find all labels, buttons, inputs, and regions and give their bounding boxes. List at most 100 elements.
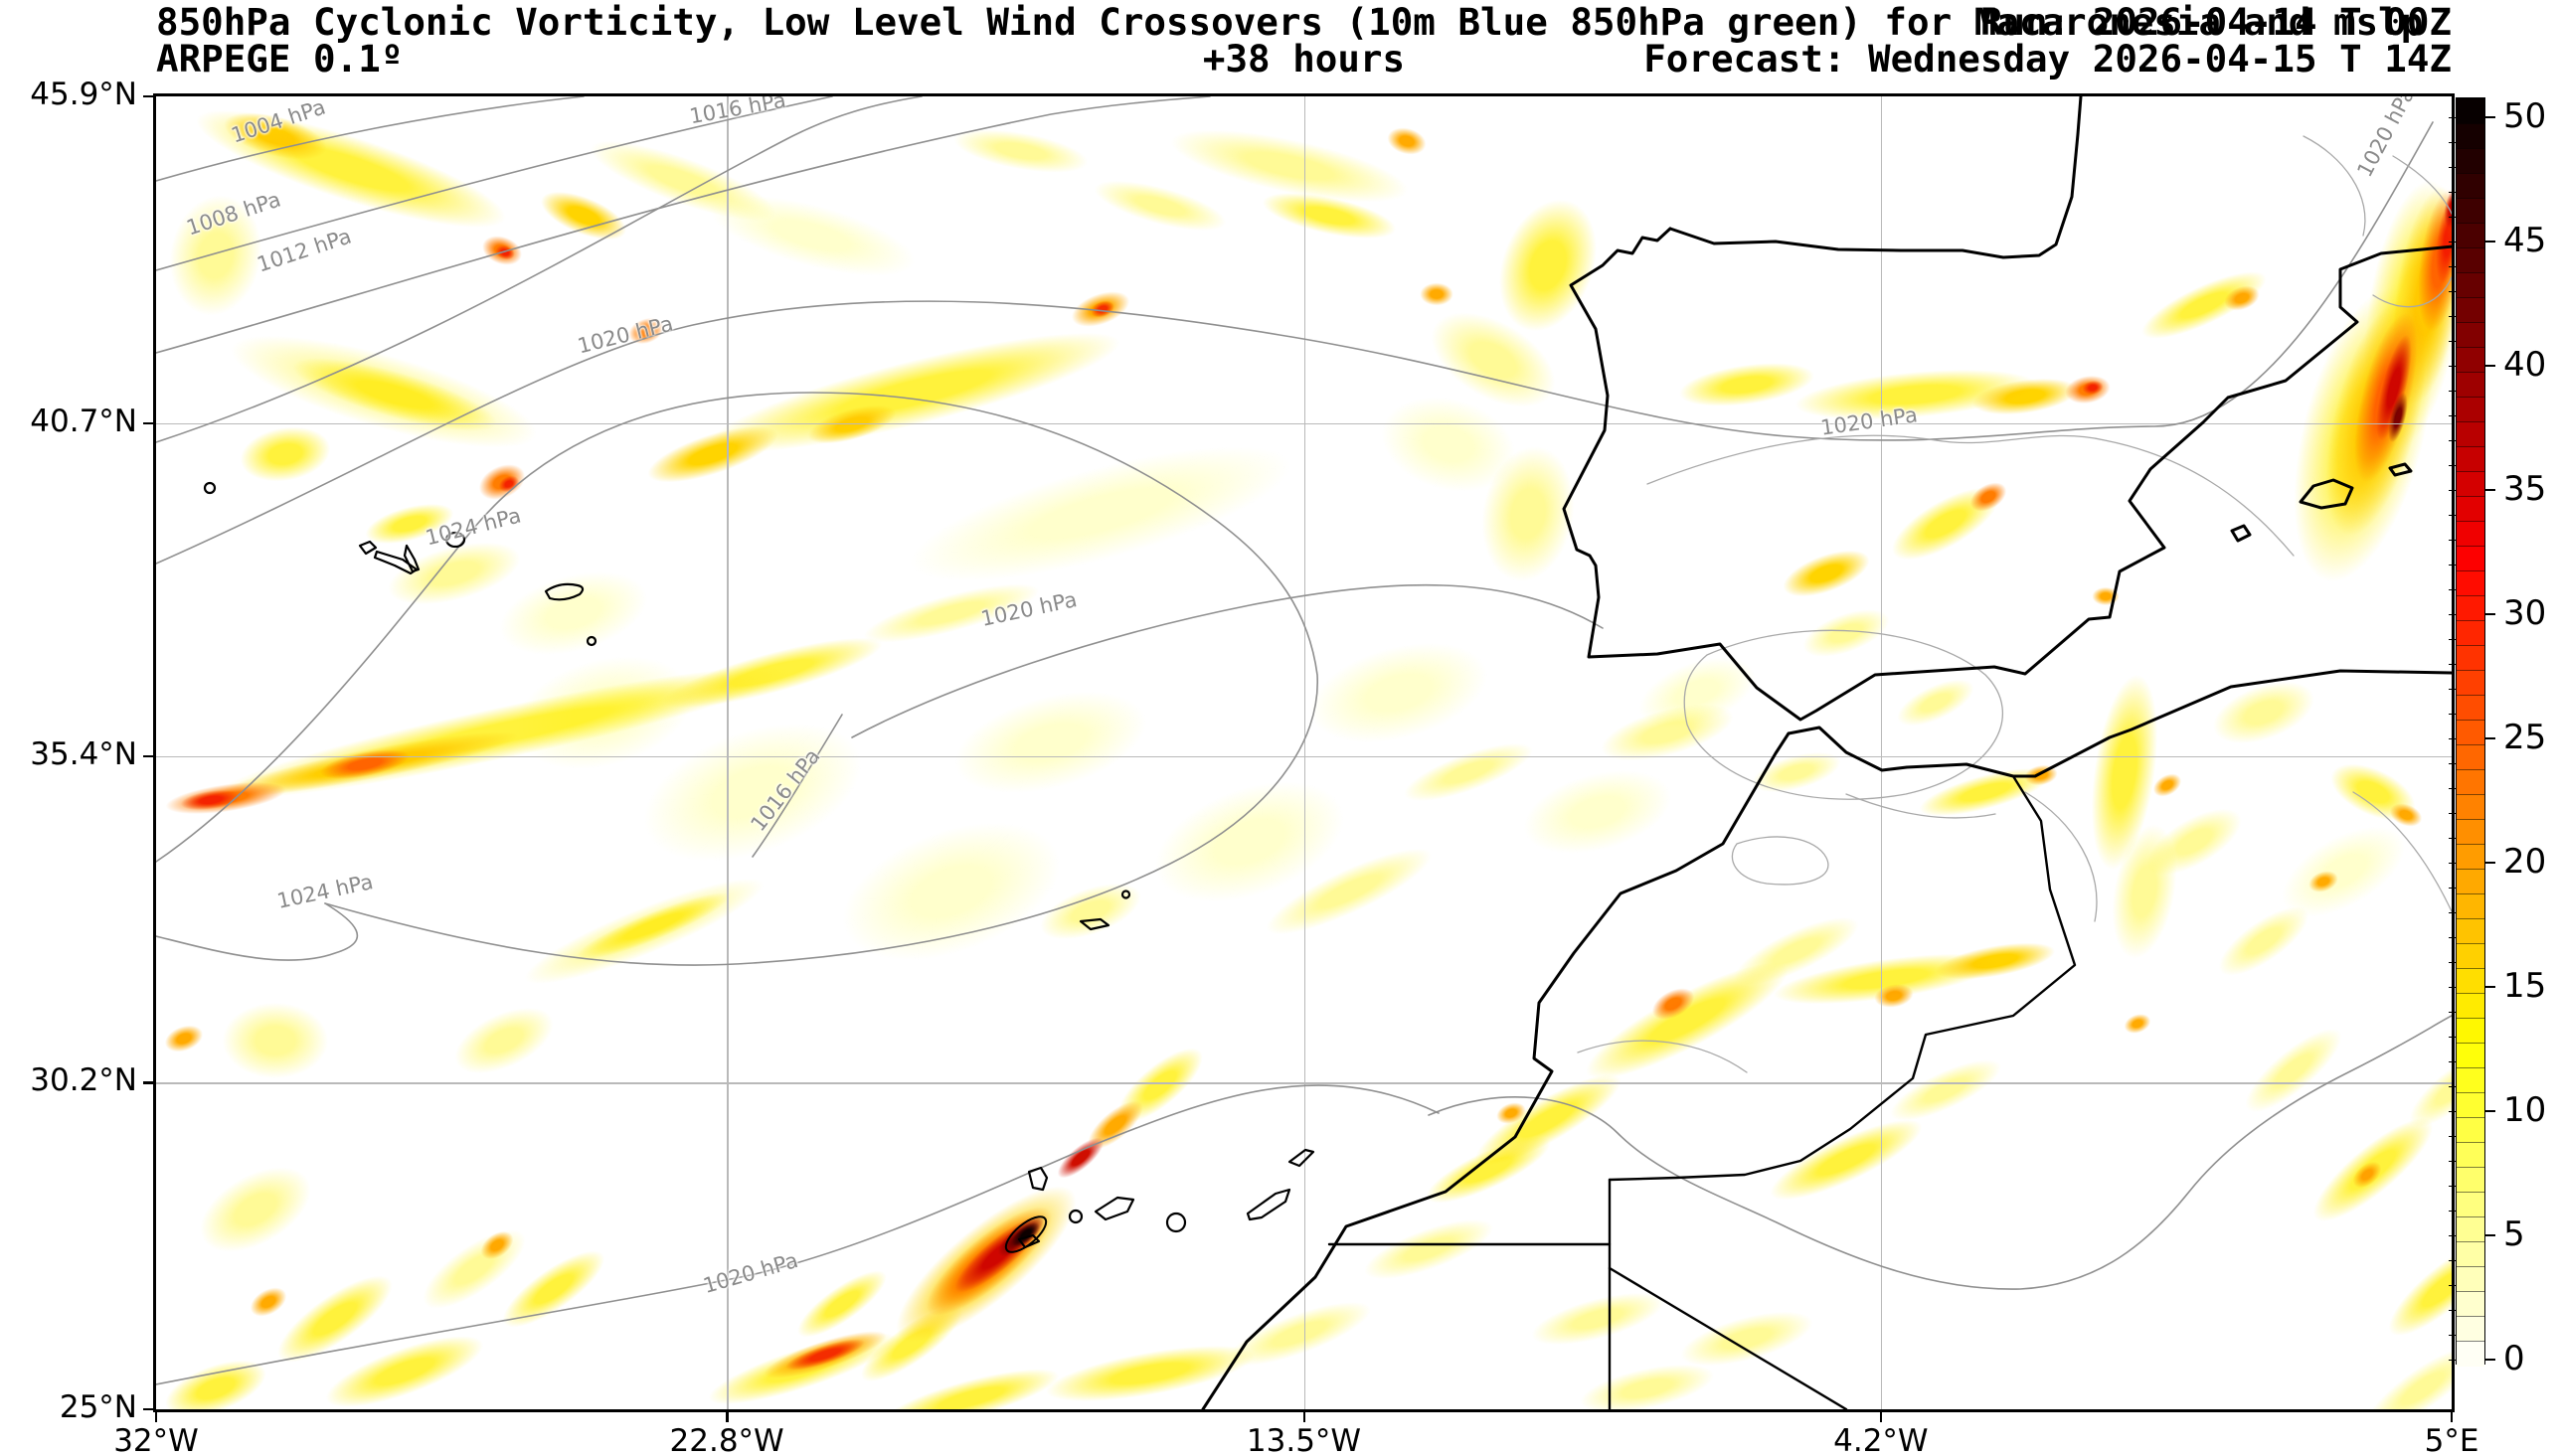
colorbar-unit-tick	[2449, 936, 2456, 938]
colorbar-tick	[2485, 1234, 2495, 1236]
colorbar-unit-tick	[2449, 464, 2456, 466]
island-outline	[203, 481, 217, 495]
colorbar-unit-tick	[2449, 141, 2456, 143]
colorbar-unit-tick	[2449, 787, 2456, 789]
island-outline	[1287, 1148, 1315, 1168]
colorbar-segment	[2457, 123, 2484, 149]
isobar-contour	[156, 392, 1318, 966]
x-tick-label: 5°E	[2424, 1423, 2479, 1456]
colorbar-unit-tick	[2449, 439, 2456, 441]
colorbar-unit-tick	[2449, 191, 2456, 193]
colorbar-unit-tick	[2449, 1110, 2456, 1112]
colorbar-tick-label: 25	[2503, 718, 2547, 757]
colorbar-segment	[2457, 98, 2484, 124]
colorbar-segment	[2457, 769, 2484, 795]
colorbar-segment	[2457, 421, 2484, 447]
colorbar-unit-tick	[2449, 713, 2456, 715]
isobar-contour	[156, 96, 833, 271]
colorbar-unit-tick	[2449, 1359, 2456, 1361]
colorbar-segment	[2457, 1241, 2484, 1267]
colorbar-segment	[2457, 173, 2484, 199]
coastline	[1562, 227, 2452, 722]
colorbar-unit-tick	[2449, 1259, 2456, 1261]
colorbar-unit-tick	[2449, 887, 2456, 889]
colorbar-unit-tick	[2449, 613, 2456, 615]
coastline	[1201, 731, 1791, 1409]
country-border	[1608, 774, 2077, 1182]
colorbar-segment	[2457, 1043, 2484, 1068]
colorbar-tick	[2485, 1359, 2495, 1361]
colorbar-tick-label: 35	[2503, 469, 2547, 509]
colorbar-tick-label: 45	[2503, 221, 2547, 260]
gridline-vertical	[1880, 96, 1883, 1409]
colorbar-unit-tick	[2449, 762, 2456, 764]
colorbar-segment	[2457, 695, 2484, 721]
colorbar-segment	[2457, 819, 2484, 845]
colorbar-segment	[2457, 918, 2484, 944]
colorbar-segment	[2457, 1092, 2484, 1118]
colorbar-unit-tick	[2449, 663, 2456, 665]
colorbar-segment	[2457, 869, 2484, 894]
x-tick-label: 13.5°W	[1246, 1423, 1362, 1456]
colorbar-segment	[2457, 148, 2484, 174]
colorbar-segment	[2457, 397, 2484, 422]
coastline	[2388, 462, 2413, 477]
colorbar-unit-tick	[2449, 862, 2456, 864]
colorbar-segment	[2457, 297, 2484, 323]
colorbar-unit-tick	[2449, 961, 2456, 963]
colorbar-segment	[2457, 521, 2484, 547]
colorbar-segment	[2457, 372, 2484, 398]
colorbar-unit-tick	[2449, 1160, 2456, 1162]
colorbar-unit-tick	[2449, 241, 2456, 243]
colorbar-unit-tick	[2449, 911, 2456, 913]
colorbar-tick	[2485, 986, 2495, 988]
gridline-horizontal	[156, 422, 2452, 425]
isobar-contour	[156, 902, 359, 961]
colorbar-unit-tick	[2449, 1085, 2456, 1087]
colorbar-segment	[2457, 570, 2484, 596]
inland-contour	[1731, 836, 1829, 886]
colorbar-segment	[2457, 943, 2484, 969]
colorbar-segment	[2457, 1192, 2484, 1217]
extreme-vorticity-contour	[1004, 1215, 1048, 1253]
colorbar-unit-tick	[2449, 116, 2456, 118]
x-axis-tick	[726, 1409, 729, 1422]
colorbar-unit-tick	[2449, 737, 2456, 739]
map-plot-area: 1004 hPa 1008 hPa 1012 hPa 1016 hPa 1020 hPa…	[156, 96, 2452, 1409]
isobar-contour	[1428, 1015, 2452, 1290]
colorbar-tick	[2485, 116, 2495, 118]
isobar-contour	[156, 121, 2434, 565]
country-border	[1608, 1266, 1848, 1409]
colorbar-segment	[2457, 1117, 2484, 1143]
colorbar-tick-label: 5	[2503, 1214, 2525, 1254]
y-tick-label: 25°N	[59, 1389, 137, 1425]
colorbar-unit-tick	[2449, 340, 2456, 342]
colorbar-segment	[2457, 1167, 2484, 1193]
run-timestamp: Run: 2026-04-14 T 00Z	[1979, 0, 2452, 44]
colorbar-segment	[2457, 446, 2484, 472]
colorbar-segment	[2457, 471, 2484, 497]
colorbar-unit-tick	[2449, 166, 2456, 168]
model-name: ARPEGE 0.1º	[156, 37, 404, 81]
page-title: 850hPa Cyclonic Vorticity, Low Level Win…	[156, 0, 2424, 44]
island-outline	[1079, 917, 1110, 931]
island-outline	[1120, 890, 1131, 899]
lead-time: +38 hours	[1202, 37, 1406, 81]
y-tick-label: 40.7°N	[30, 403, 137, 439]
colorbar-unit-tick	[2449, 837, 2456, 839]
colorbar-unit-tick	[2449, 1185, 2456, 1187]
colorbar-unit-tick	[2449, 265, 2456, 267]
colorbar-unit-tick	[2449, 564, 2456, 566]
colorbar-segment	[2457, 1142, 2484, 1168]
colorbar-unit-tick	[2449, 390, 2456, 392]
island-outline	[444, 531, 466, 549]
colorbar-segment	[2457, 1316, 2484, 1342]
coastline	[1668, 96, 2083, 259]
map-vector-layer	[156, 96, 2452, 1409]
x-axis-tick	[2451, 1409, 2454, 1422]
colorbar-segment	[2457, 744, 2484, 770]
y-axis-tick	[143, 95, 156, 98]
colorbar-segment	[2457, 1291, 2484, 1317]
inland-contour	[1646, 434, 2295, 557]
inland-contour	[2024, 791, 2098, 922]
